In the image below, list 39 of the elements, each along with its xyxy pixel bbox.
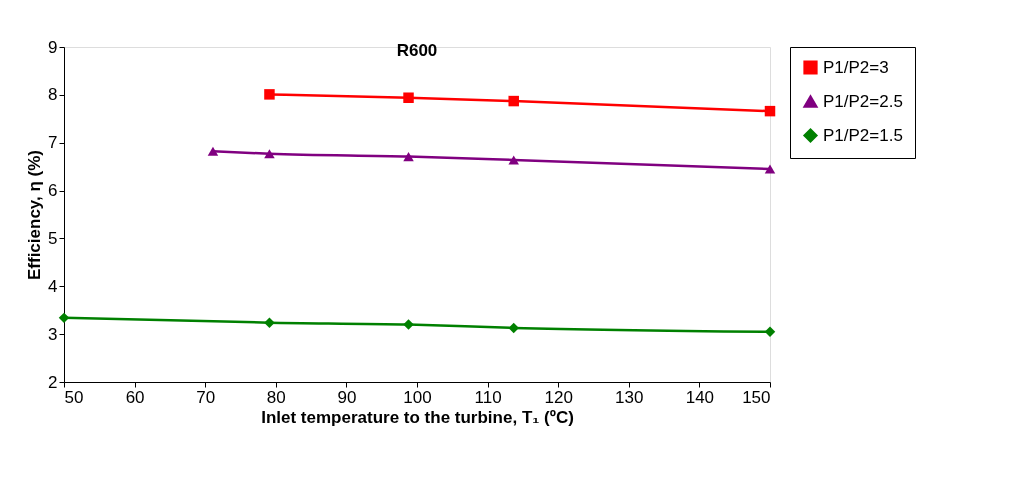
point: [764, 326, 776, 337]
point: [58, 312, 70, 324]
point: [264, 149, 275, 159]
point: [508, 95, 519, 107]
x-tick-label: 100: [403, 387, 432, 407]
x-tick-label: 110: [474, 387, 502, 407]
x-tick-label: 60: [125, 387, 145, 407]
y-tick-label: 6: [48, 181, 58, 201]
point: [207, 146, 219, 156]
legend-label: P1/P2=3: [823, 57, 889, 77]
point: [764, 105, 776, 117]
point: [403, 319, 414, 330]
point: [508, 155, 519, 165]
x-axis-title: Inlet temperature to the turbine, T₁ (ºC): [261, 407, 574, 427]
chart-title: R600: [396, 41, 438, 60]
x-tick-label: 90: [337, 387, 357, 407]
x-tick-label: 120: [544, 387, 573, 407]
point: [508, 322, 519, 334]
legend-label: P1/P2=2.5: [823, 91, 903, 111]
y-axis-title: Efficiency, η (%): [25, 149, 45, 281]
y-tick-label: 3: [48, 324, 58, 344]
x-tick-label: 140: [685, 387, 715, 407]
x-tick-label: 70: [196, 387, 216, 407]
y-tick-label: 4: [48, 276, 58, 296]
y-tick-label: 7: [48, 133, 58, 153]
point: [264, 317, 275, 328]
y-tick-label: 5: [48, 228, 58, 248]
point: [403, 92, 414, 103]
x-tick-label: 150: [742, 387, 771, 407]
x-tick-label: 50: [64, 387, 84, 407]
point: [264, 89, 275, 100]
y-tick-label: 2: [48, 372, 58, 392]
legend-label: P1/P2=1.5: [823, 125, 903, 145]
y-tick-label: 8: [48, 85, 58, 105]
point: [403, 152, 414, 162]
x-tick-label: 80: [266, 387, 286, 407]
point: [764, 164, 776, 174]
x-tick-label: 130: [615, 387, 644, 407]
y-tick-label: 9: [48, 37, 58, 57]
